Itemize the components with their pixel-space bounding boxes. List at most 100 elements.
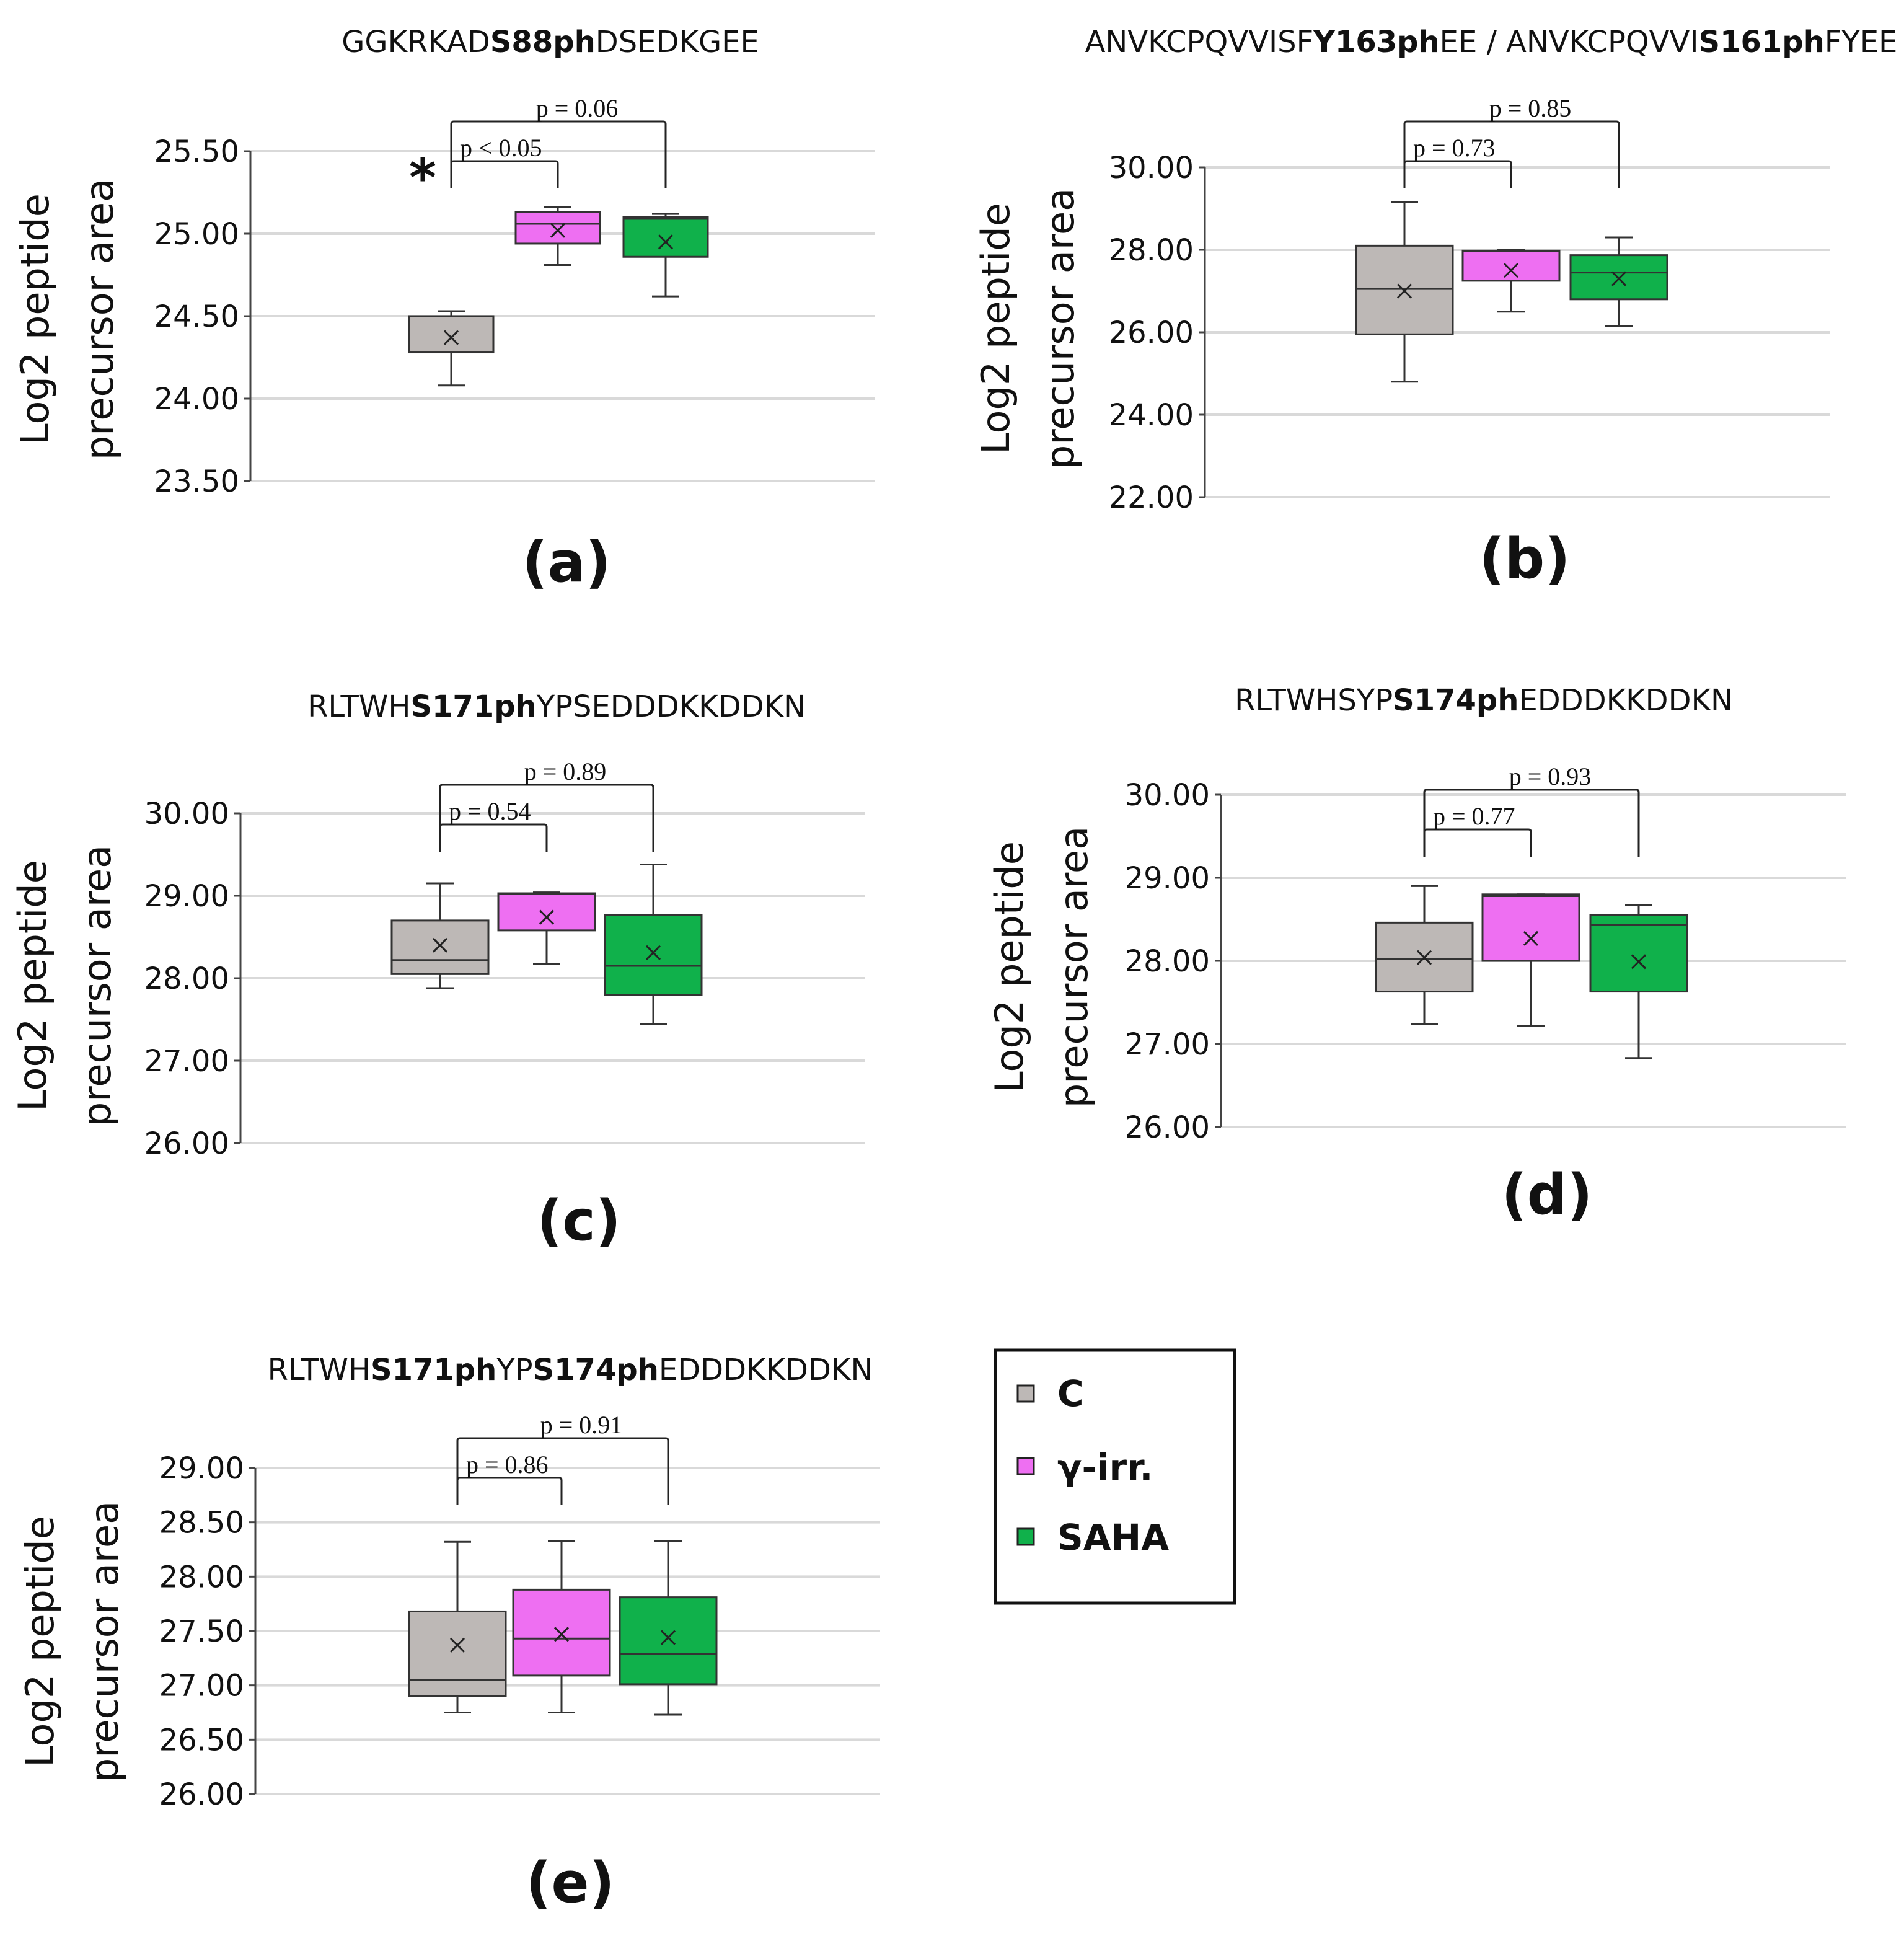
box-d-1 [1375,885,1474,1025]
title-segment: RLTWH [307,689,410,724]
title-segment: S161ph [1699,25,1825,60]
y-tick-label: 30.00 [1109,151,1194,185]
chart-title: RLTWHSYPS174phEDDDKKDDKN [1235,683,1733,718]
mean-marker [443,330,459,345]
bracket-line [439,784,654,852]
p-value-label: p = 0.85 [1489,94,1572,122]
p-value-label: p = 0.93 [1509,762,1592,790]
legend-swatch-c [1016,1384,1035,1403]
title-segment: S171ph [371,1353,496,1387]
y-axis-label-line: precursor area [82,1501,127,1782]
chart-panel-d: RLTWHSYPS174phEDDDKKDDKN 26.00 27.00 28.00 2… [987,683,1846,1227]
legend-label-saha: SAHA [1057,1516,1169,1558]
comparison-bracket: p = 0.54 [439,797,548,852]
box-body [1461,249,1561,282]
box-e-3 [619,1539,718,1716]
p-value-label: p = 0.73 [1413,134,1496,162]
box-body [1569,254,1668,301]
panel-label: (a) [522,530,611,595]
box-c-2 [497,891,596,965]
box-a-1 [408,310,495,387]
legend-label-gamma: γ-irr. [1057,1446,1153,1488]
title-segment: FYEE [1825,25,1898,60]
title-segment: YP [496,1353,532,1387]
bracket-line [1423,789,1640,857]
mean-marker [550,223,566,238]
box-b-3 [1569,236,1668,327]
title-segment: RLTWH [268,1353,371,1387]
y-tick-label: 24.00 [154,382,239,417]
title-segment: RLTWHSYP [1235,683,1393,718]
box-a-2 [514,206,601,267]
box-a-3 [622,213,709,298]
box-body [1481,893,1580,962]
chart-title: RLTWHS171phYPS174phEDDDKKDDKN [268,1353,873,1387]
comparison-bracket: p = 0.89 [439,758,654,852]
title-segment: S88ph [490,25,596,60]
box-body [1589,914,1688,993]
panel-label: (d) [1502,1162,1593,1227]
comparison-bracket: p = 0.93 [1423,762,1640,857]
mean-marker [1503,263,1519,278]
p-value-label: p = 0.89 [524,758,607,785]
y-tick-label: 28.00 [144,961,229,996]
y-axis-label-line: precursor area [77,179,122,460]
y-tick-label: 26.00 [159,1777,244,1812]
box-body [619,1596,718,1686]
y-tick-label: 29.00 [144,879,229,914]
mean-marker [539,909,555,925]
box-e-1 [408,1540,507,1713]
y-axis-label: Log2 peptide precursor area [987,826,1096,1108]
y-tick-label: 24.00 [1109,398,1194,433]
title-segment: GGKRKAD [342,25,490,60]
y-axis-label-line: Log2 peptide [987,841,1032,1093]
y-tick-label: 26.00 [1109,316,1194,350]
y-tick-label: 22.00 [1109,480,1194,515]
y-tick-label: 23.50 [154,464,239,499]
y-axis-label: Log2 peptide precursor area [973,188,1083,469]
panel-label: (e) [526,1850,614,1916]
y-axis-label-line: Log2 peptide [10,860,55,1112]
title-segment: EDDDKKDDKN [1518,683,1732,718]
box-c-3 [604,863,703,1025]
legend-frame [994,1348,1236,1605]
title-segment: ANVKCPQVVISF [1085,25,1314,60]
y-tick-label: 29.00 [159,1451,244,1486]
bracket-line [1403,120,1620,188]
comparison-bracket: p = 0.86 [456,1451,563,1505]
y-axis-label-line: precursor area [1038,188,1083,469]
y-tick-label: 28.00 [1125,944,1210,979]
y-tick-label: 25.50 [154,135,239,169]
y-tick-label: 28.50 [159,1506,244,1540]
p-value-label: p = 0.86 [466,1451,549,1478]
box-body [390,919,490,975]
y-tick-label: 27.00 [1125,1027,1210,1062]
comparison-bracket: p = 0.06 [450,94,667,188]
chart-title: GGKRKADS88phDSEDKGEE [342,25,759,60]
comparison-bracket: p = 0.85 [1403,94,1620,188]
box-d-3 [1589,904,1688,1059]
box-b-2 [1461,249,1561,313]
y-tick-label: 28.00 [159,1560,244,1594]
box-d-2 [1481,893,1580,1027]
box-c-1 [390,882,490,989]
box-body [622,216,709,258]
chart-panel-c: RLTWHS171phYPSEDDDKKDDKN 26.00 27.00 28.00 2… [10,689,865,1253]
box-body [408,315,495,354]
title-segment: S171ph [410,689,536,724]
y-tick-label: 30.00 [1125,778,1210,813]
y-tick-label: 27.00 [159,1669,244,1704]
chart-panel-e: RLTWHS171phYPS174phEDDDKKDDKN 26.00 26.50 2… [17,1353,880,1916]
mean-marker [1416,950,1432,965]
y-axis-label-line: Log2 peptide [17,1516,63,1767]
box-body [604,914,703,996]
y-axis-label-line: precursor area [74,845,120,1126]
box-e-2 [512,1539,611,1713]
title-segment: Y163ph [1313,25,1439,60]
legend-swatch-saha [1016,1527,1035,1546]
mean-marker [660,1630,676,1645]
panel-label: (c) [537,1188,621,1253]
legend: C γ-irr. SAHA [994,1348,1236,1605]
y-axis-label: Log2 peptide precursor area [12,179,122,460]
p-value-label: p < 0.05 [460,134,542,162]
